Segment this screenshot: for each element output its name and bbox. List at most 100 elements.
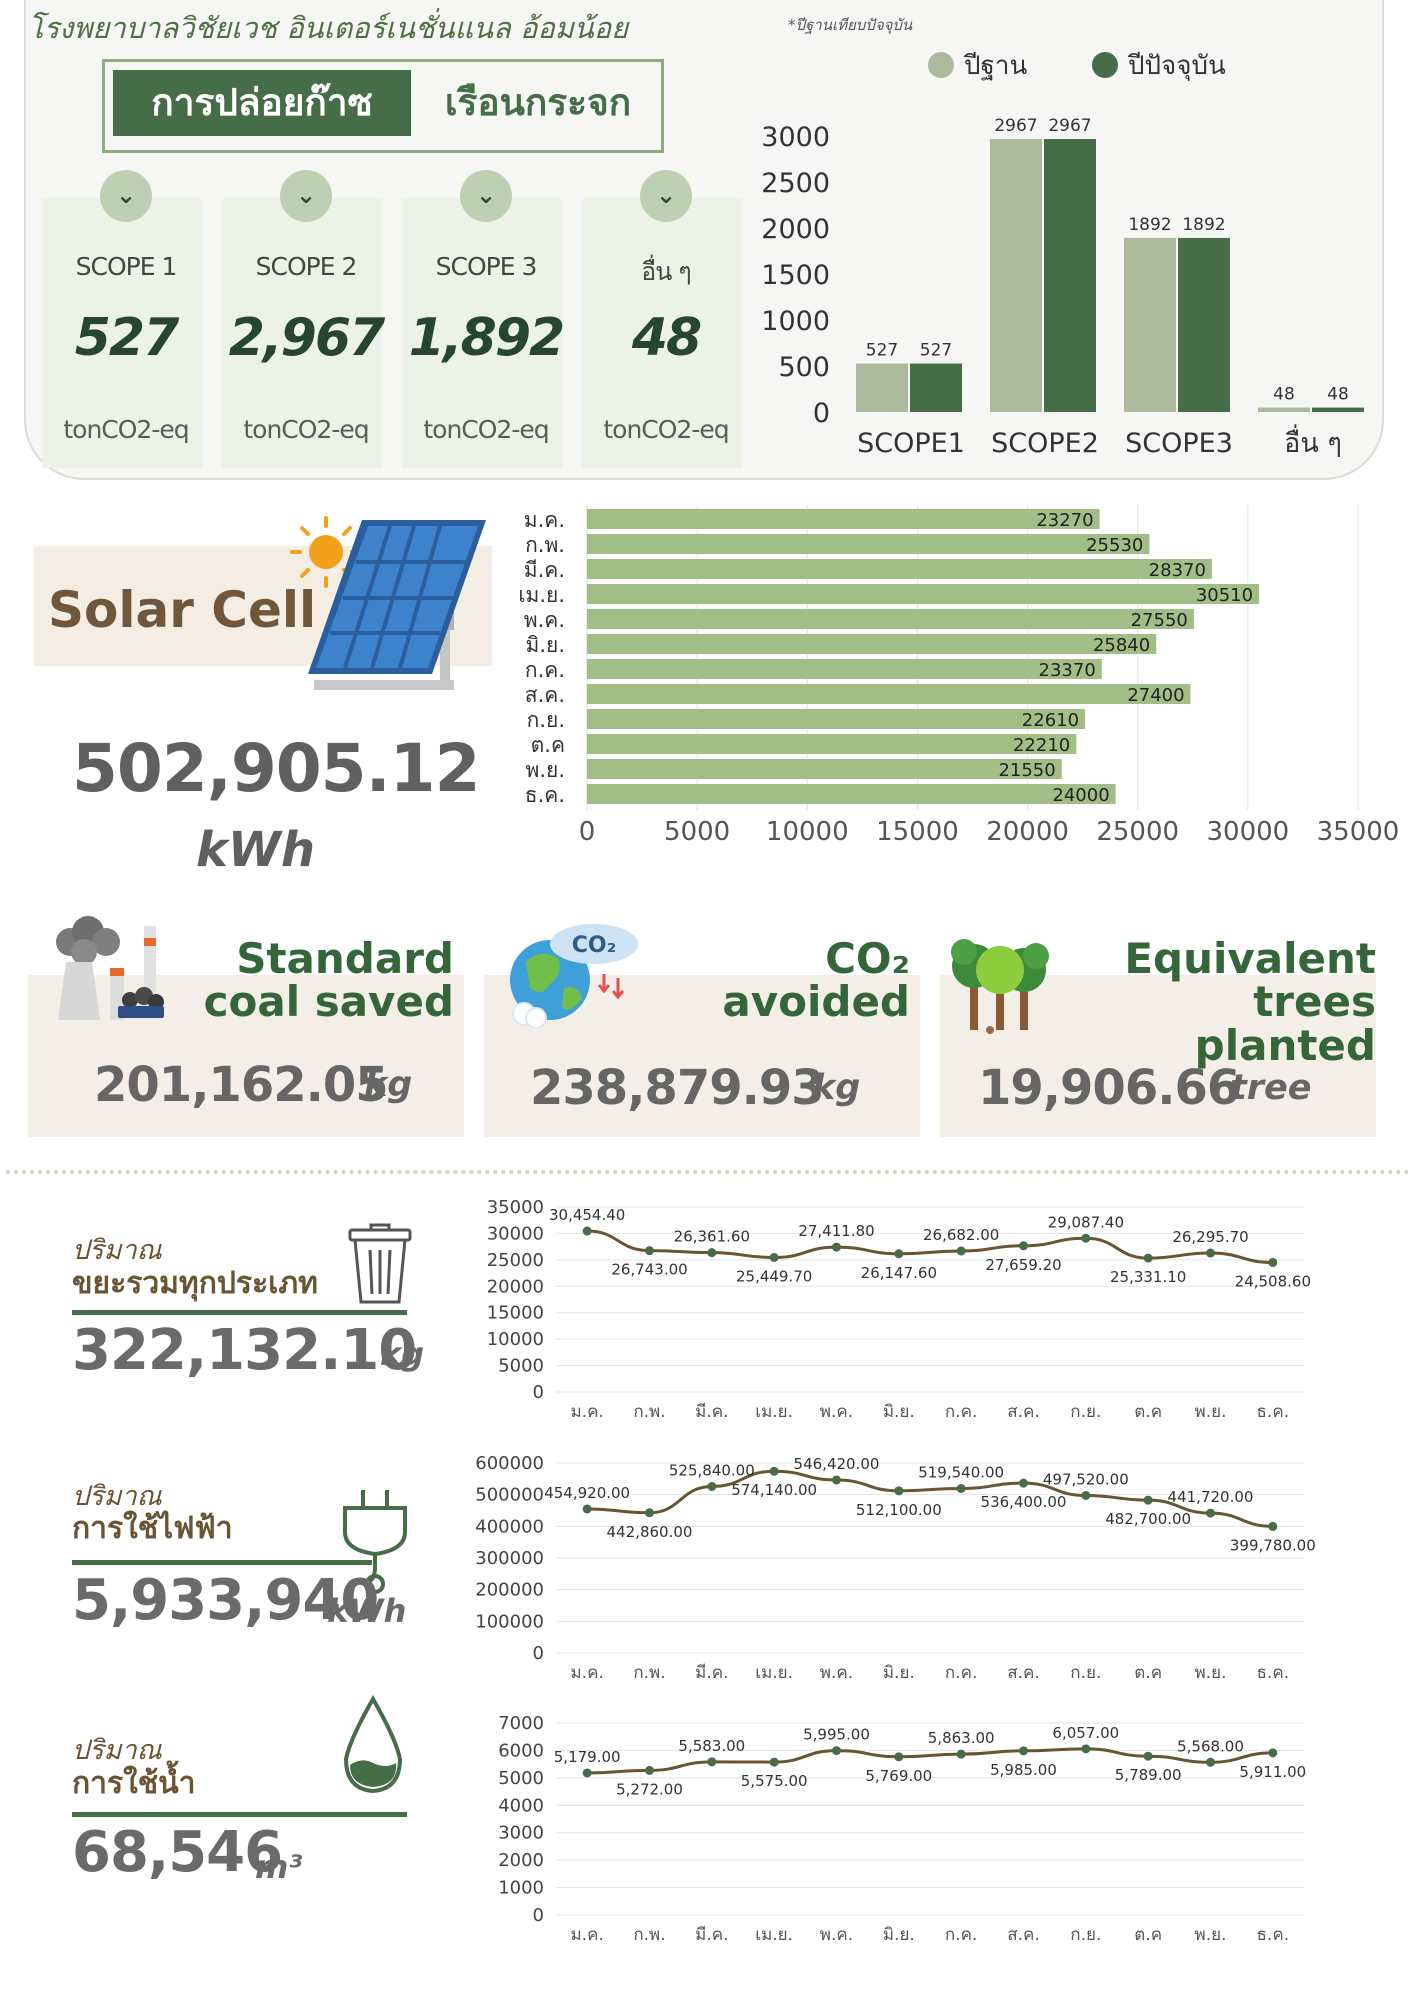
chevron-down-icon[interactable]: ⌄ — [280, 170, 332, 222]
scope-value: 1,892 — [408, 308, 565, 368]
y-tick-label: 35000 — [487, 1197, 544, 1218]
series-line — [587, 1469, 1273, 1528]
data-label: 2967 — [1048, 116, 1091, 136]
data-label: 27400 — [1127, 685, 1184, 706]
bar — [587, 634, 1157, 654]
data-point — [645, 1246, 654, 1256]
scope-card-3 — [402, 198, 562, 468]
data-label: 525,840.00 — [669, 1461, 755, 1479]
x-tick-label: ก.ค. — [945, 1925, 977, 1945]
series-line — [587, 1229, 1273, 1264]
data-point — [832, 1242, 841, 1252]
scope-unit: tonCO2-eq — [603, 415, 729, 444]
x-tick-label: 0 — [579, 817, 596, 847]
chevron-down-icon[interactable]: ⌄ — [640, 170, 692, 222]
y-tick-label: ธ.ค. — [525, 783, 565, 807]
y-tick-label: 25000 — [487, 1250, 544, 1271]
x-tick-label: มิ.ย. — [883, 1663, 915, 1683]
legend-swatch — [1092, 52, 1118, 78]
data-label: 25,331.10 — [1110, 1268, 1186, 1286]
data-label: 5,583.00 — [678, 1737, 745, 1755]
data-label: 1892 — [1182, 215, 1225, 235]
waste-label2: ขยะรวมทุกประเภท — [72, 1266, 318, 1301]
x-tick-label: พ.ย. — [1195, 1925, 1227, 1945]
x-tick-label: ต.ค — [1134, 1925, 1162, 1945]
data-label: 30510 — [1196, 585, 1253, 606]
x-tick-label: มี.ค. — [695, 1925, 728, 1945]
data-label: 25840 — [1093, 635, 1150, 656]
x-tick-label: เม.ย. — [755, 1663, 793, 1683]
scope-card-other — [582, 198, 742, 468]
x-tick-label: 20000 — [986, 817, 1069, 847]
data-point — [582, 1768, 592, 1778]
data-label: 497,520.00 — [1043, 1470, 1129, 1488]
x-tick-label: 25000 — [1096, 817, 1179, 847]
sun-icon — [290, 516, 362, 588]
data-point — [956, 1246, 966, 1256]
y-tick-label: 600000 — [475, 1453, 544, 1474]
x-tick-label: ก.ค. — [945, 1663, 977, 1683]
bar — [587, 584, 1260, 604]
co2-earth-icon: CO₂ — [510, 924, 638, 1029]
data-label: 5,272.00 — [616, 1780, 683, 1798]
data-point — [1143, 1253, 1153, 1263]
scope-value: 527 — [74, 308, 180, 368]
y-tick-label: 3000 — [498, 1823, 544, 1844]
x-tick-label: ส.ค. — [1007, 1663, 1040, 1683]
x-tick-label: พ.ค. — [820, 1925, 853, 1945]
x-tick-label: พ.ย. — [1195, 1663, 1227, 1683]
chevron-down-icon[interactable]: ⌄ — [460, 170, 512, 222]
data-label: 441,720.00 — [1168, 1488, 1254, 1506]
x-tick-label: ส.ค. — [1007, 1925, 1040, 1945]
x-tick-label: มี.ค. — [695, 1663, 728, 1683]
data-point — [956, 1749, 966, 1759]
data-point — [1081, 1744, 1091, 1754]
y-tick-label: 4000 — [498, 1795, 544, 1816]
data-point — [1081, 1233, 1091, 1243]
data-label: 5,789.00 — [1115, 1766, 1182, 1784]
data-point — [894, 1486, 904, 1496]
y-tick-label: 400000 — [475, 1516, 544, 1537]
solar-unit: kWh — [196, 822, 316, 878]
bar — [587, 759, 1062, 779]
chevron-down-icon[interactable]: ⌄ — [100, 170, 152, 222]
data-point — [894, 1752, 904, 1762]
bar — [1178, 237, 1230, 412]
bar — [587, 659, 1102, 679]
water-label1: ปริมาณ — [72, 1735, 162, 1766]
power-plug-icon — [343, 1490, 407, 1594]
data-label: 23370 — [1039, 660, 1096, 681]
y-tick-label: 6000 — [498, 1740, 544, 1761]
x-tick-label: ก.พ. — [633, 1402, 665, 1422]
data-point — [1019, 1746, 1028, 1756]
data-point — [832, 1746, 841, 1756]
x-tick-label: มี.ค. — [695, 1402, 728, 1422]
data-label: 5,568.00 — [1177, 1737, 1244, 1755]
baseline-note: *ปีฐานเทียบปัจจุบัน — [788, 16, 913, 34]
data-point — [1206, 1757, 1215, 1767]
data-label: 454,920.00 — [544, 1484, 630, 1502]
y-tick-label: 1500 — [761, 260, 830, 291]
water-drop-icon — [343, 1695, 403, 1794]
water-label2: การใช้น้ำ — [72, 1766, 196, 1801]
y-tick-label: 500 — [778, 352, 830, 383]
x-tick-label: ธ.ค. — [1257, 1663, 1290, 1683]
data-label: 546,420.00 — [794, 1455, 880, 1473]
x-tick-label: ส.ค. — [1007, 1402, 1040, 1422]
bar — [587, 534, 1150, 554]
electricity-label2: การใช้ไฟฟ้า — [72, 1511, 233, 1546]
y-tick-label: ก.พ. — [525, 533, 565, 557]
x-tick-label: พ.ค. — [820, 1402, 853, 1422]
data-label: 2967 — [994, 116, 1037, 136]
solar-total: 502,905.12 — [72, 730, 481, 807]
scope-unit: tonCO2-eq — [243, 415, 369, 444]
y-tick-label: 20000 — [487, 1276, 544, 1297]
co2-title-line2: avoided — [722, 977, 910, 1026]
coal-saved-card — [28, 975, 464, 1137]
data-point — [1206, 1248, 1215, 1258]
x-tick-label: ม.ค. — [570, 1402, 603, 1422]
data-label: 27,659.20 — [985, 1256, 1061, 1274]
data-point — [707, 1248, 717, 1258]
bar — [587, 709, 1086, 729]
bar — [587, 734, 1077, 754]
